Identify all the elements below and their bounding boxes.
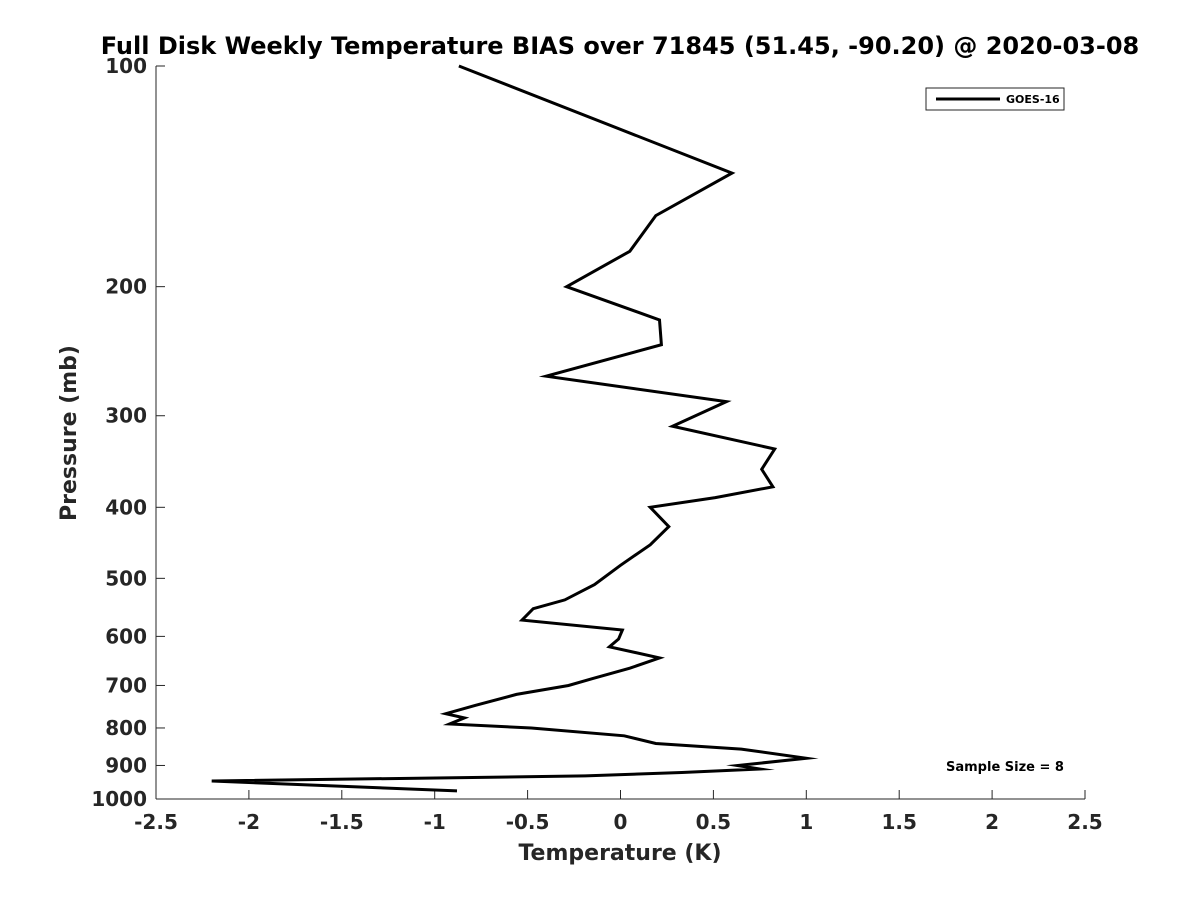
x-tick-label: 1.5 xyxy=(881,810,916,834)
y-tick-label: 900 xyxy=(105,753,147,777)
x-tick-label: -0.5 xyxy=(506,810,550,834)
x-tick-label: -1 xyxy=(424,810,446,834)
x-tick-label: 0 xyxy=(614,810,628,834)
y-tick-label: 500 xyxy=(105,566,147,590)
x-tick-label: -2.5 xyxy=(134,810,178,834)
legend-label-goes-16: GOES-16 xyxy=(1006,93,1060,106)
x-axis-label: Temperature (K) xyxy=(518,841,721,866)
y-tick-label: 800 xyxy=(105,716,147,740)
x-tick-label: -2 xyxy=(238,810,260,834)
x-tick-label: 0.5 xyxy=(696,810,731,834)
x-tick-label: 2 xyxy=(985,810,999,834)
legend: GOES-16 xyxy=(925,87,1065,111)
x-tick-label: 1 xyxy=(799,810,813,834)
sample-size-annotation: Sample Size = 8 xyxy=(946,760,1064,775)
y-tick-label: 600 xyxy=(105,624,147,648)
y-axis-label: Pressure (mb) xyxy=(57,345,82,521)
y-tick-label: 1000 xyxy=(91,787,147,811)
y-tick-label: 700 xyxy=(105,673,147,697)
series-line-goes-16 xyxy=(211,64,819,793)
y-tick-label: 400 xyxy=(105,495,147,519)
y-tick-label: 200 xyxy=(105,275,147,299)
x-tick-label: 2.5 xyxy=(1067,810,1102,834)
y-tick-label: 100 xyxy=(105,54,147,78)
chart-title: Full Disk Weekly Temperature BIAS over 7… xyxy=(101,32,1140,60)
x-tick-label: -1.5 xyxy=(320,810,364,834)
series-layer xyxy=(211,64,819,793)
y-tick-label: 300 xyxy=(105,404,147,428)
axes: -2.5 -2 -1.5 -1 -0.5 0 0.5 1 1.5 2 2.5 100 200 300 400… xyxy=(91,54,1102,834)
